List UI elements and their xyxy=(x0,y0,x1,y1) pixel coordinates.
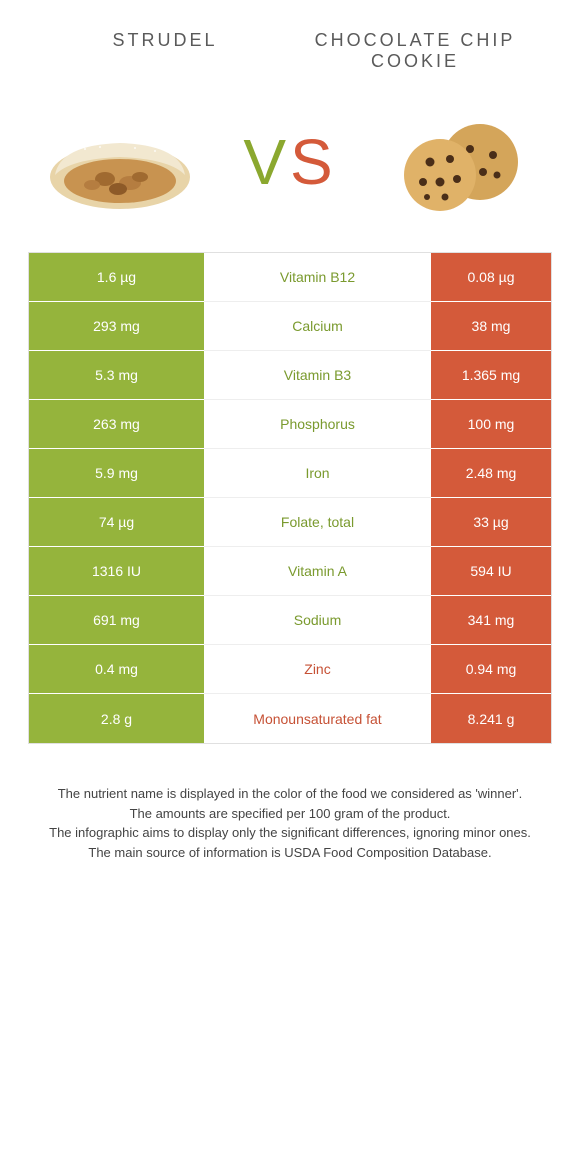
vs-s: S xyxy=(290,126,337,198)
vs-v: V xyxy=(243,126,290,198)
cell-left-value: 263 mg xyxy=(29,400,204,449)
table-row: 5.3 mgVitamin B31.365 mg xyxy=(29,351,551,400)
cell-right-value: 594 IU xyxy=(431,547,551,596)
cell-nutrient-name: Folate, total xyxy=(204,498,431,547)
cell-right-value: 100 mg xyxy=(431,400,551,449)
footer-line-3: The infographic aims to display only the… xyxy=(30,823,550,843)
table-row: 293 mgCalcium38 mg xyxy=(29,302,551,351)
table-row: 1.6 µgVitamin B120.08 µg xyxy=(29,253,551,302)
footer-line-2: The amounts are specified per 100 gram o… xyxy=(30,804,550,824)
cell-left-value: 5.9 mg xyxy=(29,449,204,498)
footer: The nutrient name is displayed in the co… xyxy=(0,744,580,882)
cell-right-value: 1.365 mg xyxy=(431,351,551,400)
cell-left-value: 1316 IU xyxy=(29,547,204,596)
cell-nutrient-name: Vitamin B12 xyxy=(204,253,431,302)
cell-left-value: 5.3 mg xyxy=(29,351,204,400)
cell-right-value: 38 mg xyxy=(431,302,551,351)
cell-left-value: 74 µg xyxy=(29,498,204,547)
table-row: 1316 IUVitamin A594 IU xyxy=(29,547,551,596)
cookie-image xyxy=(380,102,540,222)
nutrient-table: 1.6 µgVitamin B120.08 µg293 mgCalcium38 … xyxy=(28,252,552,744)
cell-left-value: 691 mg xyxy=(29,596,204,645)
header-right: CHOCOLATE CHIP COOKIE xyxy=(290,30,540,72)
table-row: 263 mgPhosphorus100 mg xyxy=(29,400,551,449)
cell-nutrient-name: Sodium xyxy=(204,596,431,645)
cell-nutrient-name: Calcium xyxy=(204,302,431,351)
vs-label: VS xyxy=(243,125,336,199)
header: STRUDEL CHOCOLATE CHIP COOKIE xyxy=(0,0,580,82)
table-row: 74 µgFolate, total33 µg xyxy=(29,498,551,547)
cell-nutrient-name: Iron xyxy=(204,449,431,498)
footer-line-4: The main source of information is USDA F… xyxy=(30,843,550,863)
strudel-image xyxy=(40,102,200,222)
cell-left-value: 2.8 g xyxy=(29,694,204,743)
cell-left-value: 0.4 mg xyxy=(29,645,204,694)
title-cookie: CHOCOLATE CHIP COOKIE xyxy=(290,30,540,72)
cell-nutrient-name: Vitamin B3 xyxy=(204,351,431,400)
cell-right-value: 2.48 mg xyxy=(431,449,551,498)
cell-left-value: 1.6 µg xyxy=(29,253,204,302)
table-row: 2.8 gMonounsaturated fat8.241 g xyxy=(29,694,551,743)
table-row: 691 mgSodium341 mg xyxy=(29,596,551,645)
cell-right-value: 0.94 mg xyxy=(431,645,551,694)
header-left: STRUDEL xyxy=(40,30,290,72)
cell-nutrient-name: Monounsaturated fat xyxy=(204,694,431,743)
cell-nutrient-name: Zinc xyxy=(204,645,431,694)
cell-right-value: 8.241 g xyxy=(431,694,551,743)
cell-left-value: 293 mg xyxy=(29,302,204,351)
cell-nutrient-name: Phosphorus xyxy=(204,400,431,449)
table-row: 5.9 mgIron2.48 mg xyxy=(29,449,551,498)
cell-right-value: 0.08 µg xyxy=(431,253,551,302)
title-strudel: STRUDEL xyxy=(40,30,290,51)
cell-nutrient-name: Vitamin A xyxy=(204,547,431,596)
footer-line-1: The nutrient name is displayed in the co… xyxy=(30,784,550,804)
cell-right-value: 33 µg xyxy=(431,498,551,547)
cell-right-value: 341 mg xyxy=(431,596,551,645)
table-row: 0.4 mgZinc0.94 mg xyxy=(29,645,551,694)
hero: VS xyxy=(0,82,580,252)
